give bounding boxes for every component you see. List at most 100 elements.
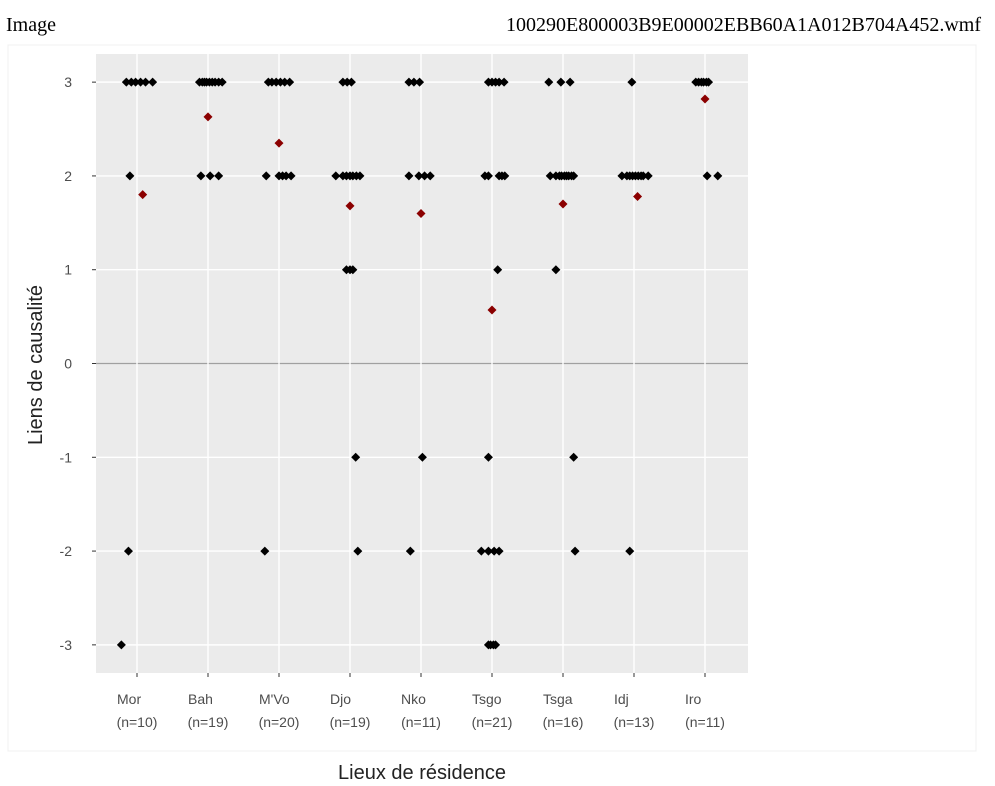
- data-point: [415, 77, 425, 87]
- data-point: [348, 265, 358, 275]
- category-label: Bah: [188, 691, 213, 707]
- x-axis-label: Lieux de résidence: [338, 762, 506, 784]
- data-point: [483, 171, 493, 181]
- mean-point: [138, 190, 148, 200]
- chart-border: [7, 44, 977, 752]
- mean-point: [203, 112, 213, 122]
- data-point: [131, 77, 141, 87]
- data-point: [483, 452, 493, 462]
- category-n-label: (n=20): [259, 714, 300, 730]
- category-label: Nko: [401, 691, 426, 707]
- data-point: [404, 171, 414, 181]
- category-label: Mor: [117, 691, 141, 707]
- data-point: [261, 171, 271, 181]
- data-point: [420, 171, 430, 181]
- data-point: [285, 77, 295, 87]
- data-point: [404, 77, 414, 87]
- data-point: [702, 171, 712, 181]
- category-n-label: (n=11): [401, 714, 441, 730]
- data-point: [148, 77, 158, 87]
- y-tick-label: 1: [64, 262, 72, 278]
- data-point: [123, 546, 133, 556]
- data-point: [353, 546, 363, 556]
- data-point: [627, 77, 637, 87]
- category-label: Djo: [330, 691, 351, 707]
- y-tick-label: -3: [60, 637, 73, 653]
- mean-points: [138, 94, 710, 315]
- mean-point: [633, 192, 643, 202]
- data-points: [116, 77, 723, 650]
- y-tick-labels: -3 -2 -1 0 1 2 3: [60, 74, 73, 653]
- data-point: [643, 171, 653, 181]
- category-label: Tsga: [543, 691, 573, 707]
- category-n-label: (n=21): [472, 714, 513, 730]
- data-point: [217, 77, 227, 87]
- image-label: Image: [6, 14, 56, 36]
- category-label: Idj: [614, 691, 629, 707]
- mean-point: [274, 138, 284, 148]
- y-tick-label: 2: [64, 168, 72, 184]
- category-n-label: (n=19): [188, 714, 229, 730]
- category-label: Tsgo: [472, 691, 502, 707]
- data-point: [286, 171, 296, 181]
- data-point: [355, 171, 365, 181]
- mean-point: [487, 305, 497, 315]
- data-point: [351, 452, 361, 462]
- data-point: [570, 546, 580, 556]
- data-point: [116, 640, 126, 650]
- data-point: [476, 546, 486, 556]
- data-point: [425, 171, 435, 181]
- x-tick-labels: Mor (n=10) Bah (n=19) M'Vo (n=20) Djo (n=19) Nko…: [117, 691, 725, 730]
- filename-label: 100290E800003B9E00002EBB60A1A012B704A452…: [506, 14, 981, 36]
- data-point: [136, 77, 146, 87]
- mean-point: [700, 94, 710, 104]
- category-n-label: (n=13): [614, 714, 655, 730]
- data-point: [205, 171, 215, 181]
- category-n-label: (n=16): [543, 714, 584, 730]
- data-point: [214, 171, 224, 181]
- data-point: [617, 171, 627, 181]
- data-point: [569, 452, 579, 462]
- category-label: M'Vo: [259, 691, 290, 707]
- data-point: [346, 77, 356, 87]
- data-point: [260, 546, 270, 556]
- y-tick-label: 3: [64, 74, 72, 90]
- y-tick-label: -1: [60, 449, 73, 465]
- data-point: [493, 265, 503, 275]
- y-axis-label: Liens de causalité: [25, 285, 47, 445]
- y-tick-label: -2: [60, 543, 73, 559]
- category-n-label: (n=11): [685, 714, 725, 730]
- data-point: [499, 77, 509, 87]
- data-point: [489, 546, 499, 556]
- axis-ticks: [92, 81, 706, 677]
- data-point: [405, 546, 415, 556]
- category-n-label: (n=19): [330, 714, 371, 730]
- mean-point: [416, 208, 426, 218]
- data-point: [638, 171, 648, 181]
- data-point: [545, 171, 555, 181]
- data-point: [625, 546, 635, 556]
- mean-point: [345, 201, 355, 211]
- data-point: [494, 546, 504, 556]
- data-point: [331, 171, 341, 181]
- data-point: [280, 77, 290, 87]
- data-point: [551, 265, 561, 275]
- data-point: [544, 77, 554, 87]
- data-point: [494, 77, 504, 87]
- category-n-label: (n=10): [117, 714, 158, 730]
- mean-point: [558, 199, 568, 209]
- data-point: [704, 77, 714, 87]
- data-point: [414, 171, 424, 181]
- data-point: [196, 171, 206, 181]
- data-point: [483, 546, 493, 556]
- category-label: Iro: [685, 691, 702, 707]
- data-point: [556, 77, 566, 87]
- data-point: [491, 640, 501, 650]
- data-point: [569, 171, 579, 181]
- data-point: [281, 171, 291, 181]
- data-point: [417, 452, 427, 462]
- y-tick-label: 0: [64, 356, 72, 372]
- data-point: [409, 77, 419, 87]
- data-point: [500, 171, 510, 181]
